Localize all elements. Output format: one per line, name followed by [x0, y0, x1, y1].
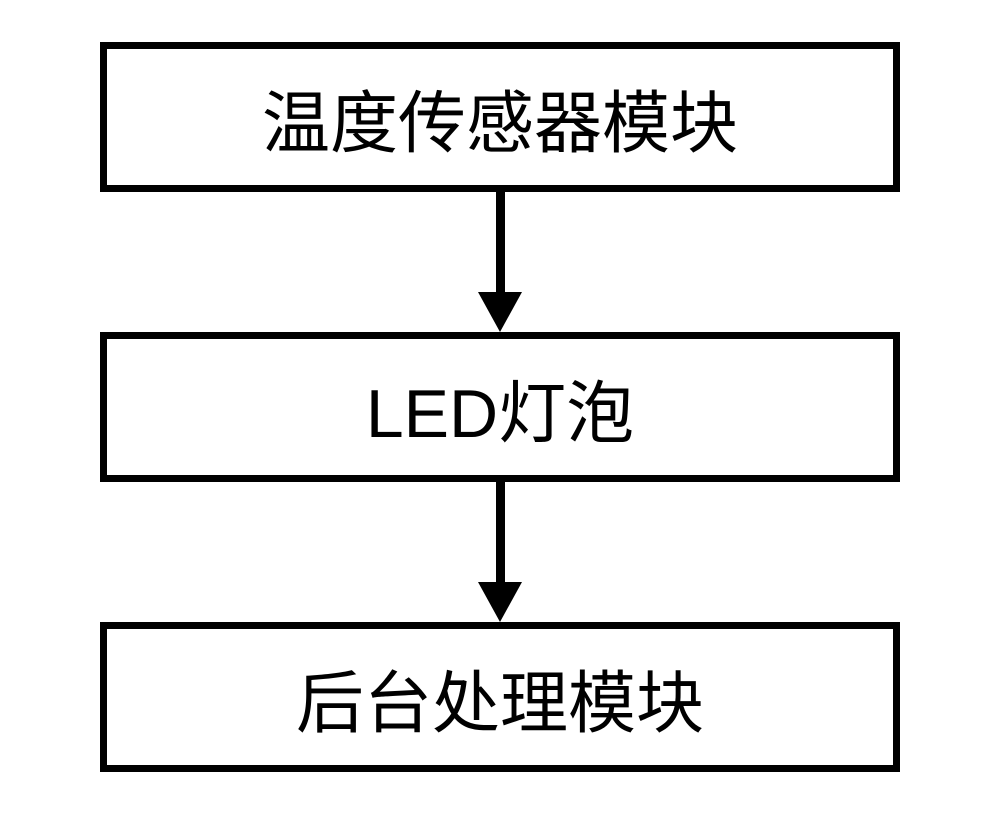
node-led-bulb: LED灯泡 [100, 332, 900, 482]
node-label: LED灯泡 [366, 358, 634, 457]
node-label: 后台处理模块 [296, 648, 704, 747]
node-label: 温度传感器模块 [262, 68, 738, 167]
arrow-shaft [496, 482, 505, 582]
node-temperature-sensor: 温度传感器模块 [100, 42, 900, 192]
node-backend-processing: 后台处理模块 [100, 622, 900, 772]
arrow-shaft [496, 192, 505, 292]
arrow-head [478, 292, 522, 332]
arrow-head [478, 582, 522, 622]
diagram-canvas: 温度传感器模块 LED灯泡 后台处理模块 [0, 0, 1000, 830]
